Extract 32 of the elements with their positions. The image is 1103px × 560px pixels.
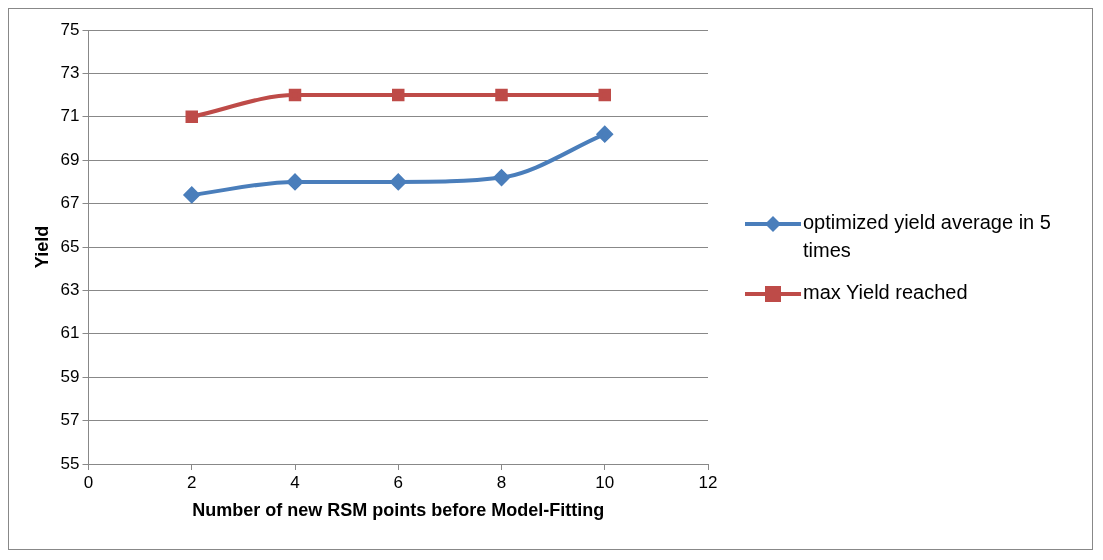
y-tick-label: 69 — [60, 149, 80, 169]
y-tick-label: 55 — [60, 453, 80, 473]
y-tick-label: 59 — [60, 366, 80, 386]
x-tick-label: 0 — [83, 472, 94, 492]
x-tick-label: 8 — [496, 472, 507, 492]
x-tick-label: 12 — [698, 472, 718, 492]
point — [392, 88, 405, 102]
y-tick-label: 71 — [60, 106, 80, 126]
y-tick-label: 75 — [60, 19, 80, 39]
legend-label: max Yield reached — [803, 280, 968, 305]
point — [596, 126, 613, 143]
point — [185, 110, 198, 124]
point — [598, 88, 611, 102]
point — [493, 169, 510, 186]
y-tick-label: 57 — [60, 410, 80, 430]
y-tick-label: 67 — [60, 193, 80, 213]
y-tick-label: 61 — [60, 323, 80, 343]
y-axis-title: Yield — [31, 225, 52, 269]
y-tick-label: 63 — [60, 280, 80, 300]
x-tick-label: 2 — [187, 472, 197, 492]
y-tick-label: 73 — [60, 63, 80, 83]
point — [390, 173, 407, 190]
x-axis-title: Number of new RSM points before Model-Fitting — [192, 500, 605, 521]
y-tick-label: 65 — [60, 236, 80, 256]
x-tick-label: 4 — [290, 472, 300, 492]
x-tick-label: 10 — [595, 472, 615, 492]
point — [287, 173, 304, 190]
point — [495, 88, 508, 102]
point — [288, 88, 302, 102]
legend-label: optimized yield average in 5 times — [803, 210, 1052, 263]
x-tick-label: 6 — [393, 472, 403, 492]
point — [183, 186, 200, 203]
